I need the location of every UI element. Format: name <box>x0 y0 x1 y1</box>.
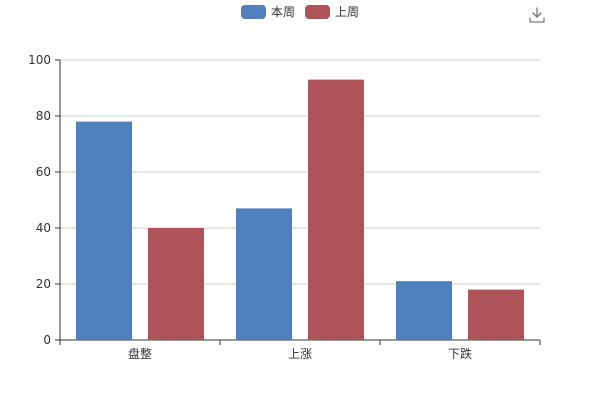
bars <box>76 79 524 340</box>
bar-last-week-0[interactable] <box>148 228 204 340</box>
bar-this-week-2[interactable] <box>396 281 452 340</box>
y-tick-label: 20 <box>36 277 51 291</box>
legend-label-last-week: 上周 <box>335 5 360 19</box>
x-tick-label: 下跌 <box>448 346 472 361</box>
bar-this-week-0[interactable] <box>76 121 132 340</box>
grid-lines <box>60 59 540 285</box>
bar-this-week-1[interactable] <box>236 208 292 340</box>
y-tick-label: 100 <box>28 53 51 67</box>
x-tick-label: 盘整 <box>128 346 152 361</box>
bar-last-week-1[interactable] <box>308 79 364 340</box>
legend: 本周 上周 <box>0 3 600 20</box>
y-tick-label: 40 <box>36 221 51 235</box>
legend-item-last-week[interactable]: 上周 <box>305 3 359 20</box>
y-tick-label: 60 <box>36 165 51 179</box>
x-tick-label: 上涨 <box>288 346 312 361</box>
legend-swatch-this-week <box>240 4 266 19</box>
download-button[interactable] <box>528 6 546 24</box>
legend-item-this-week[interactable]: 本周 <box>240 3 295 20</box>
y-tick-label: 80 <box>36 109 51 123</box>
bar-last-week-2[interactable] <box>468 289 524 340</box>
axes <box>55 59 541 345</box>
y-tick-label: 0 <box>43 333 51 347</box>
legend-label-this-week: 本周 <box>270 5 295 19</box>
download-icon <box>529 7 545 23</box>
legend-swatch-last-week <box>305 4 330 19</box>
tick-labels: 0 20 40 60 80 100 盘整 上涨 下跌 <box>28 53 472 361</box>
